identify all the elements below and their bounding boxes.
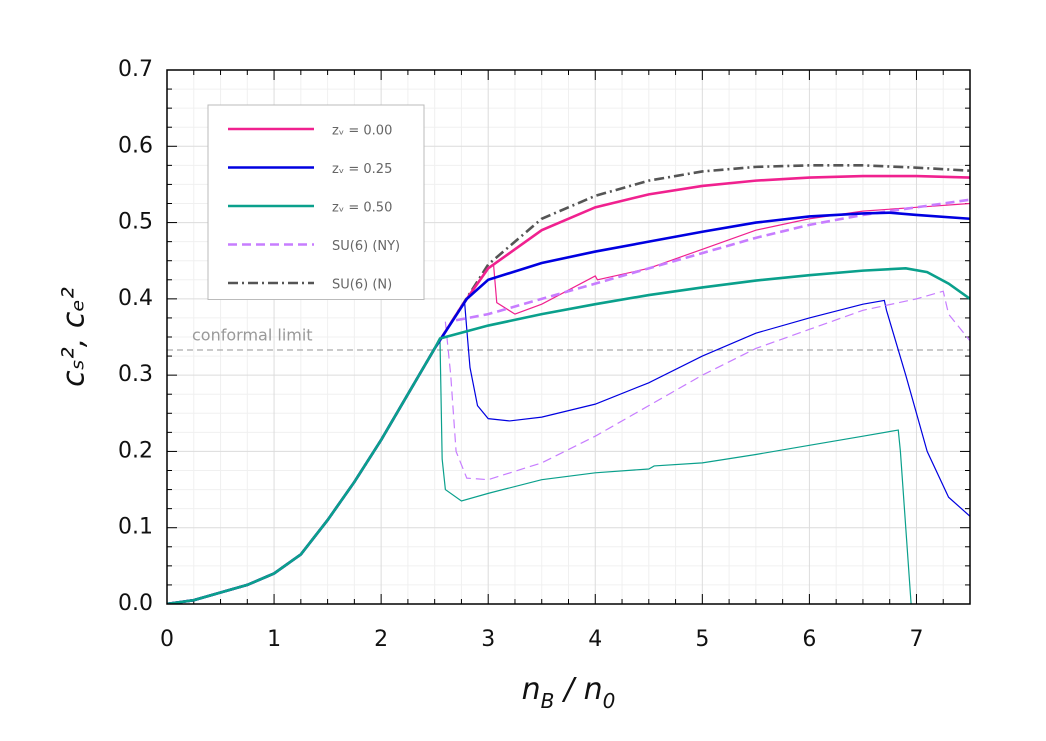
series-line (464, 299, 970, 517)
x-tick-label: 1 (267, 627, 281, 652)
legend-label: SU(6) (NY) (332, 239, 400, 254)
series-line (455, 198, 970, 322)
legend-label: zᵥ = 0.00 (332, 124, 392, 139)
x-axis-label-part: B (541, 689, 555, 713)
y-tick-label: 0.4 (118, 286, 153, 311)
series-line (439, 340, 912, 604)
x-tick-label: 3 (481, 627, 495, 652)
y-tick-label: 0.5 (118, 210, 153, 235)
x-tick-label: 7 (909, 627, 923, 652)
x-axis-label: nB / n0 (522, 672, 616, 713)
x-tick-label: 0 (160, 627, 174, 652)
plot-frame (166, 69, 971, 605)
legend-label: zᵥ = 0.50 (332, 201, 392, 216)
legend-label: zᵥ = 0.25 (332, 162, 392, 177)
legend-label: SU(6) (N) (332, 278, 392, 293)
x-axis-label-part: / n (554, 672, 602, 707)
y-tick-label: 0.6 (118, 133, 153, 158)
y-axis-label: cₛ², cₑ² (57, 287, 92, 387)
y-tick-label: 0.1 (118, 515, 153, 540)
series-line (444, 290, 970, 481)
y-tick-label: 0.3 (118, 362, 153, 387)
y-tick-label: 0.2 (118, 438, 153, 463)
x-tick-label: 4 (588, 627, 602, 652)
x-tick-label: 2 (374, 627, 388, 652)
x-axis-label-part: 0 (603, 689, 616, 713)
x-tick-label: 5 (695, 627, 709, 652)
legend-box (207, 104, 425, 300)
y-tick-label: 0.0 (118, 591, 153, 616)
annotation: conformal limit (192, 325, 313, 344)
series-line (167, 267, 970, 604)
x-tick-label: 6 (802, 627, 816, 652)
x-axis-label-part: n (522, 672, 541, 707)
y-tick-label: 0.7 (118, 57, 153, 82)
